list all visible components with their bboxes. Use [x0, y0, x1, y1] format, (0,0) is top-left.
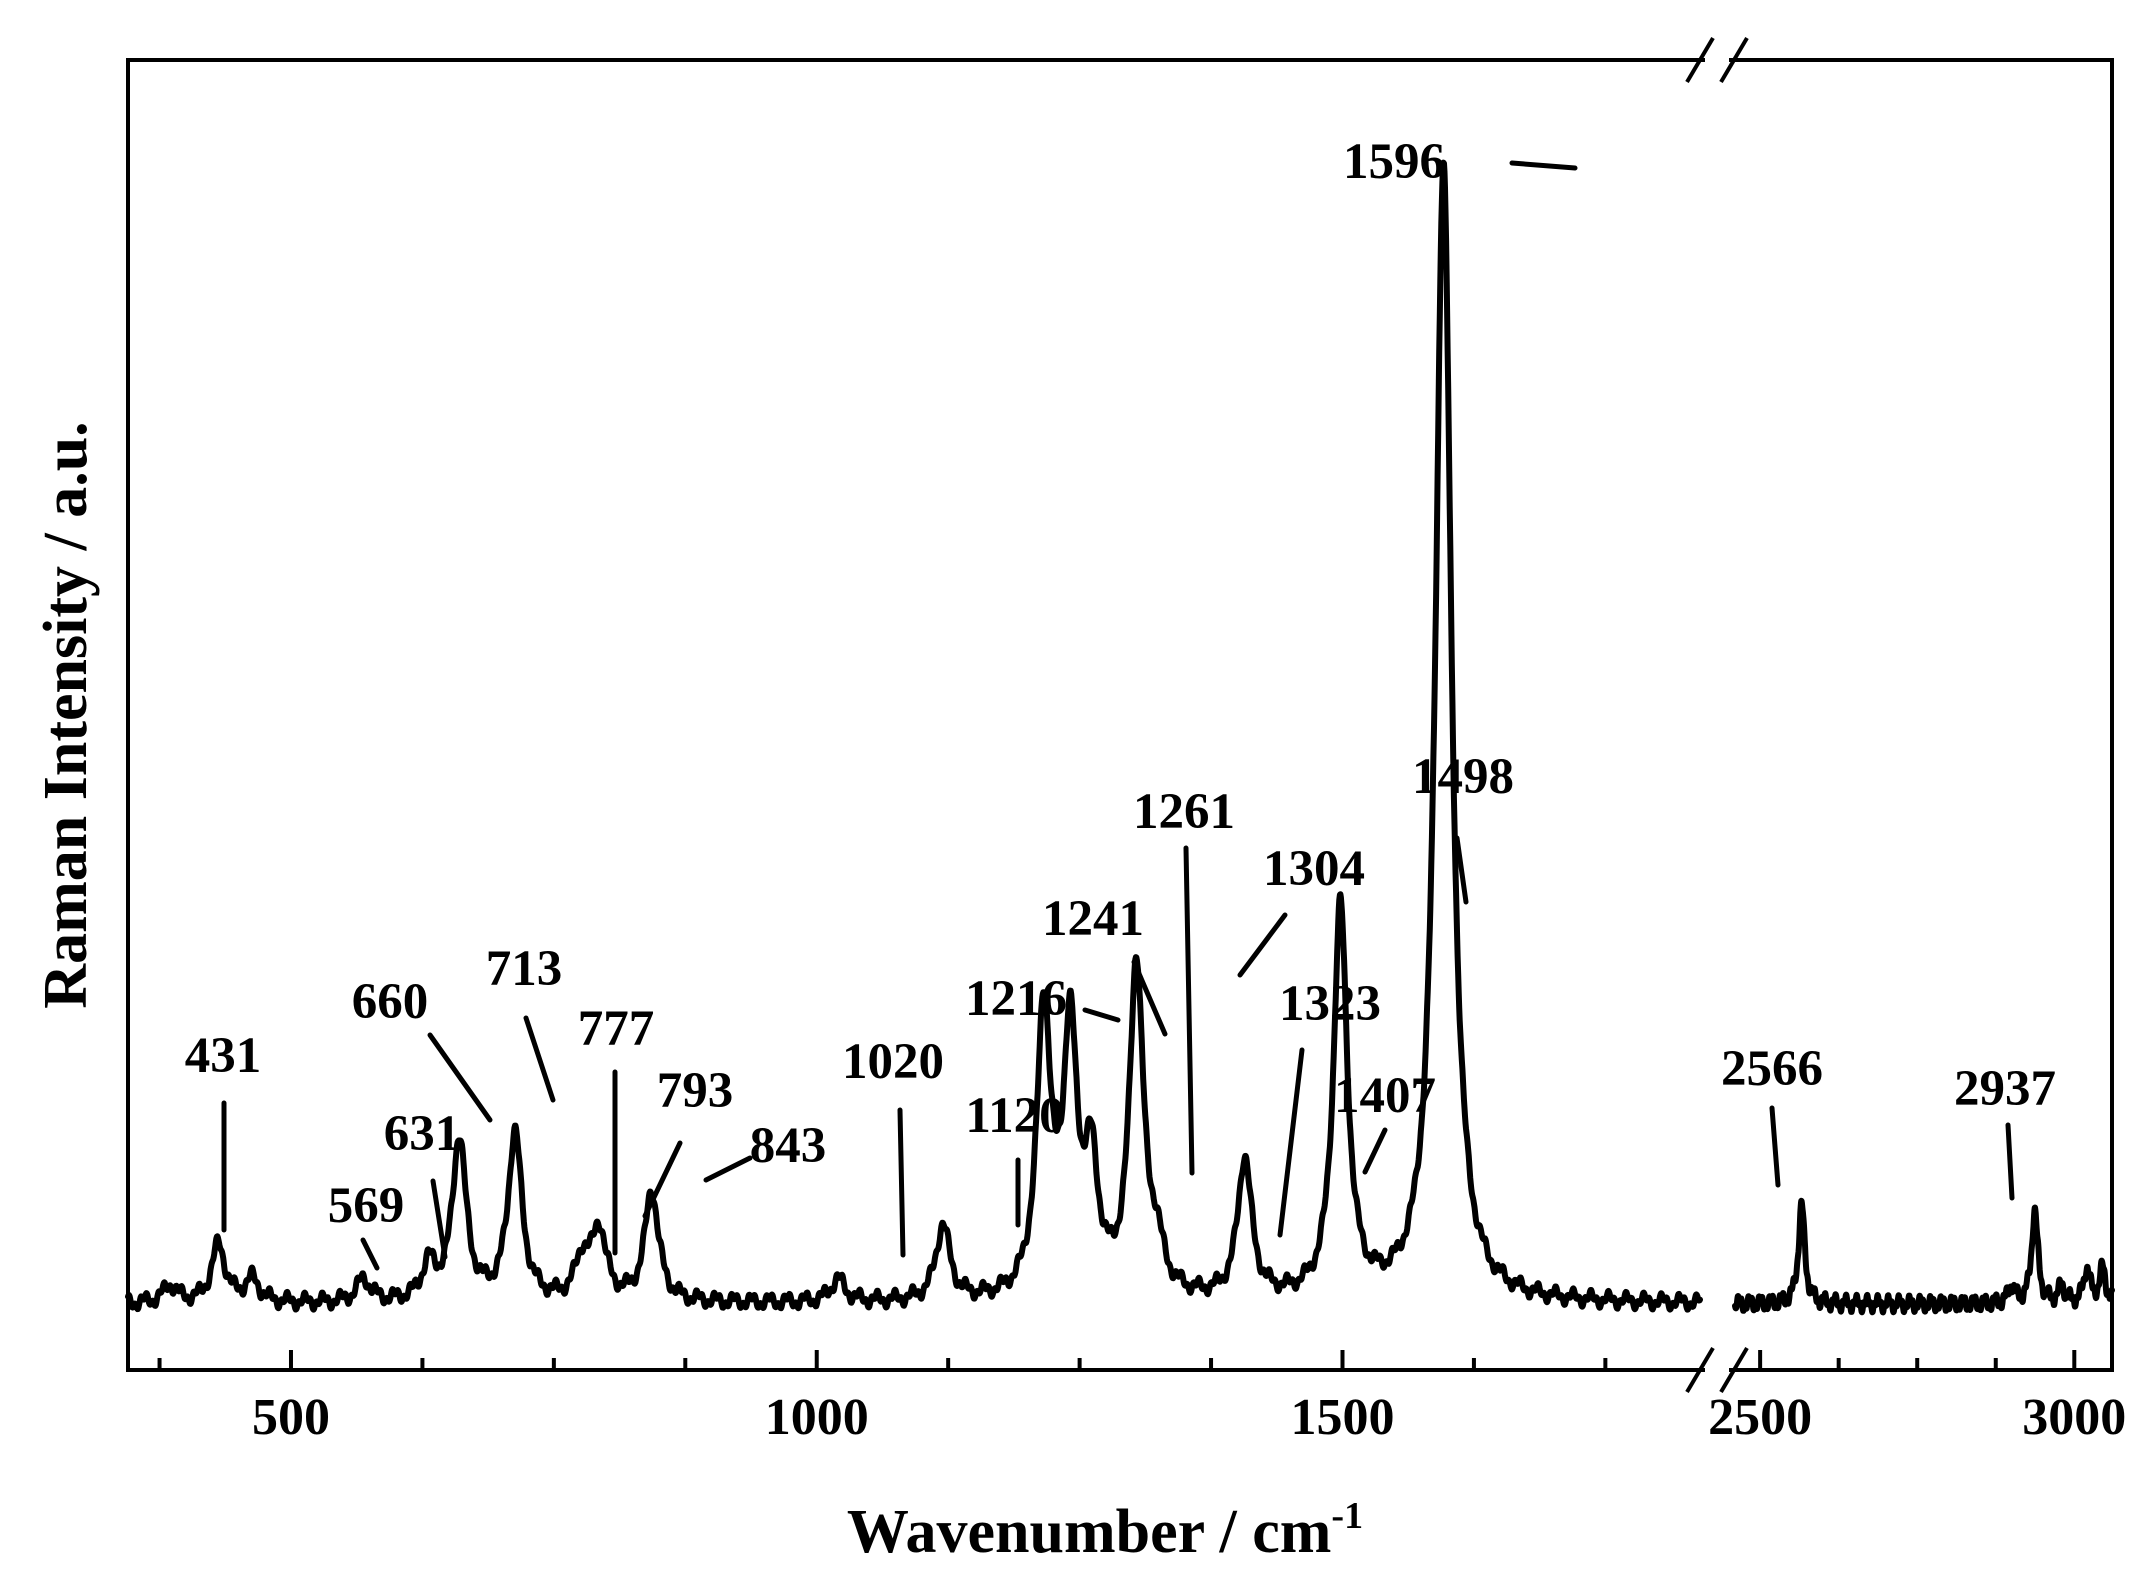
peak-leader-line: [1362, 1127, 1388, 1175]
peak-leader-line: [1277, 1047, 1305, 1238]
axis-break-slash: [1685, 36, 1715, 84]
peak-label: 660: [352, 974, 429, 1030]
x-axis-tick-labels: 500 1000 1500 2500 3000: [252, 1389, 2126, 1446]
peak-leader-line: [1769, 1105, 1781, 1188]
peak-leader-line: [430, 1178, 448, 1260]
axis-break-slash: [1719, 1346, 1749, 1394]
axis-break-gap: [1705, 52, 1729, 68]
x-axis-ticks: [157, 1350, 2077, 1370]
x-tick-label: 1500: [1290, 1389, 1394, 1446]
peak-leader-line: [1082, 1007, 1121, 1023]
x-tick-label: 1000: [765, 1389, 869, 1446]
peak-label: 1407: [1334, 1068, 1436, 1124]
x-tick-label: 2500: [1708, 1389, 1812, 1446]
x-tick-label: 500: [252, 1389, 330, 1446]
peak-label: 1241: [1042, 891, 1144, 947]
axis-break-mark-bottom: [1685, 1346, 1749, 1394]
peak-leader-line: [1509, 160, 1578, 171]
peak-leader-line: [1131, 959, 1168, 1037]
peak-label: 1596: [1343, 134, 1445, 190]
peak-label: 1261: [1133, 784, 1235, 840]
peak-leader-line: [897, 1107, 906, 1258]
peak-label: 569: [328, 1178, 405, 1234]
axis-break-mark-top: [1685, 36, 1749, 84]
spectrum-line-segment-1: [125, 159, 1703, 1313]
peak-label: 793: [657, 1063, 734, 1119]
peak-leader-line: [1237, 912, 1288, 978]
peak-label: 431: [185, 1028, 262, 1084]
peak-leader-line: [1454, 835, 1469, 905]
axis-break-slash: [1685, 1346, 1715, 1394]
peak-label: 1020: [842, 1034, 944, 1090]
axis-break-gap: [1705, 1362, 1729, 1378]
peak-leader-line: [523, 1015, 556, 1103]
peak-label: 1498: [1412, 749, 1514, 805]
peak-label: 843: [750, 1118, 827, 1174]
peak-label: 1216: [965, 971, 1067, 1027]
peak-label: 777: [578, 1001, 655, 1057]
peak-leader-line: [642, 1140, 683, 1219]
peak-leader-lines: [221, 160, 2015, 1271]
spectrum-line-segment-2: [1732, 1197, 2115, 1316]
peak-label: 1323: [1279, 976, 1381, 1032]
x-tick-label: 3000: [2022, 1389, 2126, 1446]
peak-label: 631: [384, 1106, 461, 1162]
peak-label: 1120: [965, 1088, 1064, 1144]
peak-leader-line: [2005, 1122, 2015, 1201]
peak-leader-line: [360, 1237, 380, 1271]
axis-break-slash: [1719, 36, 1749, 84]
peak-label: 1304: [1263, 841, 1365, 897]
peak-label: 713: [486, 941, 563, 997]
peak-label: 2937: [1954, 1061, 2056, 1117]
peak-leader-line: [427, 1032, 493, 1123]
peak-label: 2566: [1721, 1041, 1823, 1097]
x-axis-title: Wavenumber / cm-1: [847, 1495, 1363, 1566]
plot-frame: [126, 58, 2114, 1372]
y-axis-title: Raman Intensity / a.u.: [32, 421, 100, 1008]
peak-leader-line: [1183, 845, 1195, 1176]
peak-leader-line: [703, 1155, 753, 1183]
